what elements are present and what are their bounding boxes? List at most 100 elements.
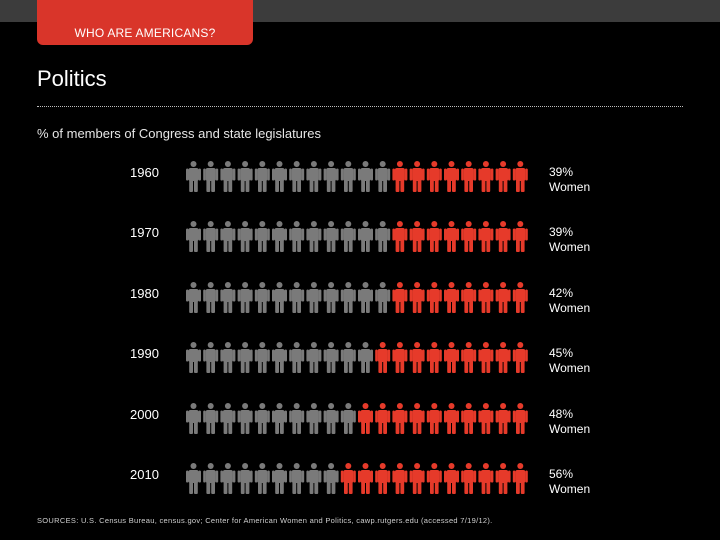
person-icon-women bbox=[409, 342, 425, 374]
person-icon-women bbox=[426, 161, 442, 192]
person-icon-women bbox=[392, 342, 408, 374]
person-icon-men bbox=[306, 281, 322, 313]
person-icon-men bbox=[289, 221, 305, 253]
person-icon-women bbox=[478, 281, 494, 313]
person-icon-men bbox=[220, 342, 236, 374]
person-icon-men bbox=[254, 463, 270, 494]
person-icon-women bbox=[478, 342, 494, 374]
percent-value: 39% bbox=[549, 165, 574, 179]
person-icon-men bbox=[306, 342, 322, 374]
pictograph-row bbox=[186, 342, 528, 374]
person-icon-women bbox=[444, 402, 459, 434]
section-tab-label: WHO ARE AMERICANS? bbox=[74, 26, 216, 40]
person-icon-women bbox=[426, 221, 442, 253]
person-icon-men bbox=[289, 281, 305, 313]
person-icon-men bbox=[375, 281, 391, 313]
chart-subtitle: % of members of Congress and state legis… bbox=[37, 126, 321, 141]
person-icon-men bbox=[358, 342, 373, 374]
person-icon-men bbox=[186, 463, 201, 494]
person-icon-women bbox=[495, 402, 511, 434]
person-icon-women bbox=[512, 342, 528, 374]
percent-value: 56% bbox=[549, 467, 574, 481]
person-icon-men bbox=[323, 221, 339, 253]
person-icon-men bbox=[203, 402, 219, 434]
section-tab: WHO ARE AMERICANS? bbox=[37, 0, 253, 45]
person-icon-men bbox=[237, 463, 253, 494]
person-icon-women bbox=[409, 161, 425, 192]
person-icon-men bbox=[220, 161, 236, 192]
person-icon-men bbox=[289, 161, 305, 192]
dotted-divider bbox=[37, 106, 683, 107]
row-percent-label: 45% Women bbox=[549, 346, 590, 376]
person-icon-women bbox=[495, 221, 511, 253]
group-label: Women bbox=[549, 421, 591, 436]
person-icon-men bbox=[306, 463, 322, 494]
person-icon-men bbox=[358, 221, 373, 253]
person-icon-women bbox=[478, 161, 494, 192]
pictograph-row bbox=[186, 402, 528, 434]
person-icon-men bbox=[237, 221, 253, 253]
row-year-label: 1990 bbox=[130, 346, 159, 362]
person-icon-men bbox=[237, 161, 253, 192]
person-icon-women bbox=[409, 221, 425, 253]
row-percent-label: 48% Women bbox=[549, 407, 590, 437]
person-icon-men bbox=[272, 281, 287, 313]
person-icon-women bbox=[358, 463, 373, 494]
person-icon-men bbox=[220, 221, 236, 253]
group-label: Women bbox=[549, 180, 591, 194]
person-icon-women bbox=[426, 281, 442, 313]
group-label: Women bbox=[549, 482, 591, 496]
person-icon-women bbox=[512, 281, 528, 313]
pictograph-row bbox=[186, 281, 528, 313]
person-icon-men bbox=[289, 463, 305, 494]
person-icon-women bbox=[409, 281, 425, 313]
percent-value: 42% bbox=[549, 285, 574, 300]
person-icon-women bbox=[461, 221, 477, 253]
person-icon-men bbox=[186, 281, 201, 313]
person-icon-women bbox=[375, 463, 391, 494]
person-icon-men bbox=[272, 342, 287, 374]
person-icon-men bbox=[375, 161, 391, 192]
group-label: Women bbox=[549, 300, 591, 315]
person-icon-men bbox=[289, 402, 305, 434]
pictograph-row bbox=[186, 161, 528, 192]
person-icon-women bbox=[392, 161, 408, 192]
pictograph-row bbox=[186, 221, 528, 253]
row-percent-label: 39% Women bbox=[549, 225, 590, 255]
person-icon-men bbox=[323, 402, 339, 434]
person-icon-men bbox=[323, 281, 339, 313]
person-icon-men bbox=[323, 463, 339, 494]
person-icon-men bbox=[306, 221, 322, 253]
row-year-label: 2010 bbox=[130, 467, 159, 482]
person-icon-women bbox=[512, 221, 528, 253]
person-icon-men bbox=[254, 161, 270, 192]
person-icon-men bbox=[323, 161, 339, 192]
person-icon-women bbox=[392, 402, 408, 434]
person-icon-women bbox=[375, 402, 391, 434]
person-icon-women bbox=[392, 463, 408, 494]
person-icon-men bbox=[254, 281, 270, 313]
person-icon-men bbox=[203, 463, 219, 494]
person-icon-men bbox=[186, 221, 201, 253]
person-icon-men bbox=[358, 161, 373, 192]
row-year-label: 2000 bbox=[130, 406, 159, 422]
person-icon-men bbox=[375, 221, 391, 253]
row-year-label: 1960 bbox=[130, 165, 159, 180]
person-icon-men bbox=[203, 221, 219, 253]
person-icon-women bbox=[461, 463, 477, 494]
person-icon-women bbox=[512, 463, 528, 494]
person-icon-women bbox=[495, 342, 511, 374]
person-icon-women bbox=[392, 221, 408, 253]
group-label: Women bbox=[549, 240, 591, 255]
person-icon-women bbox=[461, 402, 477, 434]
person-icon-men bbox=[340, 221, 356, 253]
row-percent-label: 42% Women bbox=[549, 286, 590, 316]
percent-value: 45% bbox=[549, 346, 574, 361]
person-icon-women bbox=[444, 342, 459, 374]
person-icon-men bbox=[306, 161, 322, 192]
person-icon-women bbox=[409, 463, 425, 494]
person-icon-men bbox=[289, 342, 305, 374]
percent-value: 48% bbox=[549, 406, 574, 421]
person-icon-women bbox=[358, 402, 373, 434]
